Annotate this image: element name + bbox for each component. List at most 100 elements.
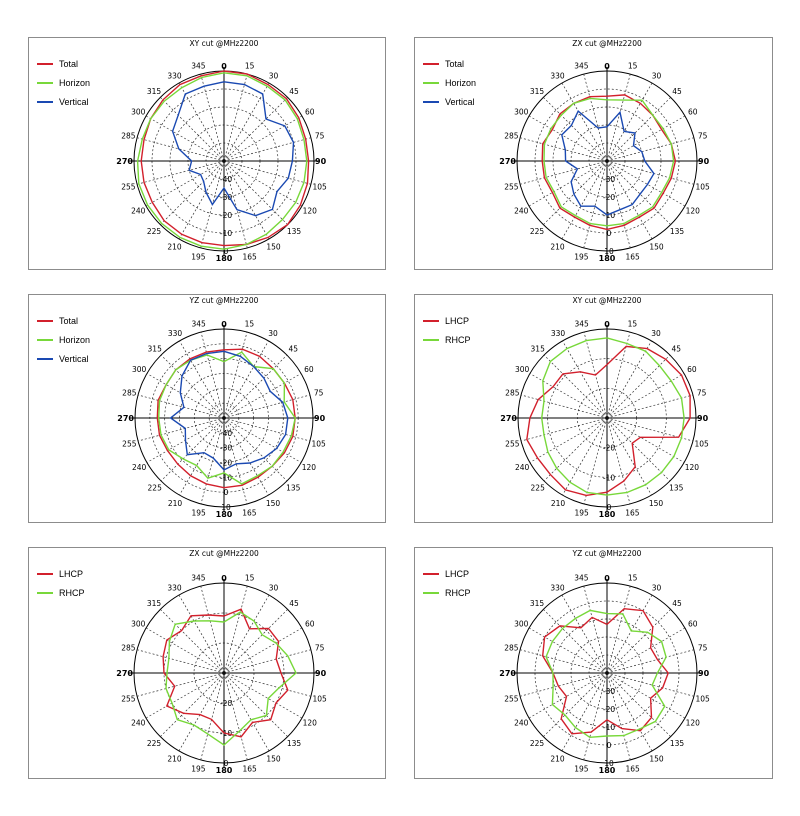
grid-spoke	[583, 73, 608, 162]
angle-label: 0	[604, 62, 610, 71]
grid-spoke	[562, 340, 608, 419]
grid-spoke	[519, 649, 608, 674]
angle-label: 150	[266, 755, 281, 764]
grid-spoke	[606, 672, 671, 737]
grid-spoke	[543, 97, 608, 162]
grid-spoke	[561, 594, 608, 674]
grid-spoke	[200, 672, 225, 761]
angle-label: 345	[574, 319, 589, 328]
grid-spoke	[200, 417, 225, 505]
angle-label: 165	[242, 509, 257, 518]
angle-label: 75	[697, 389, 707, 398]
angle-label: 330	[168, 329, 183, 338]
grid-spoke	[178, 160, 225, 240]
legend-label-total: Total	[445, 59, 464, 69]
grid-spoke	[606, 82, 653, 162]
angle-label: 90	[697, 414, 709, 423]
grid-spoke	[223, 649, 312, 674]
angle-label: 75	[315, 643, 325, 652]
angle-label: 195	[191, 253, 206, 262]
radial-label: -10	[603, 211, 615, 220]
grid-spoke	[223, 609, 288, 674]
angle-label: 135	[669, 483, 684, 492]
grid-spoke	[543, 160, 608, 225]
radial-label: 0	[607, 503, 612, 512]
angle-label: 300	[131, 620, 146, 629]
radial-label: -40	[220, 175, 232, 184]
grid-spoke	[606, 373, 685, 419]
angle-label: 270	[499, 157, 516, 166]
radial-label: -10	[603, 723, 615, 732]
grid-spoke	[223, 82, 270, 162]
angle-label: 315	[530, 87, 545, 96]
grid-spoke	[136, 137, 225, 162]
series-line-vertical	[561, 109, 655, 216]
angle-label: 135	[670, 739, 685, 748]
grid-spoke	[543, 354, 608, 419]
angle-label: 45	[289, 345, 299, 354]
chart-title: XY cut @MHz2200	[573, 296, 642, 305]
angle-label: 210	[168, 499, 183, 508]
radial-label: -20	[603, 193, 615, 202]
grid-spoke	[223, 627, 303, 674]
series-line-rhcp	[545, 609, 667, 739]
angle-label: 210	[550, 243, 565, 252]
angle-label: 210	[167, 243, 182, 252]
angle-label: 45	[672, 599, 682, 608]
angle-label: 165	[625, 253, 640, 262]
angle-label: 90	[314, 414, 326, 423]
angle-label: 330	[550, 71, 565, 80]
angle-label: 120	[686, 207, 701, 216]
legend-label-vertical: Vertical	[59, 97, 89, 107]
angle-label: 0	[221, 574, 227, 583]
legend-label-lhcp: LHCP	[445, 569, 469, 579]
grid-spoke	[583, 585, 608, 674]
angle-label: 120	[685, 463, 700, 472]
chart-title: XY cut @MHz2200	[190, 39, 259, 48]
angle-label: 195	[191, 765, 206, 774]
angle-label: 135	[287, 227, 302, 236]
angle-label: 285	[122, 389, 137, 398]
angle-label: 45	[289, 87, 299, 96]
grid-spoke	[583, 672, 608, 761]
angle-label: 15	[628, 61, 638, 70]
legend-label-lhcp: LHCP	[59, 569, 83, 579]
angle-label: 180	[216, 254, 233, 263]
angle-label: 105	[312, 183, 327, 192]
angle-label: 15	[245, 319, 255, 328]
grid-spoke	[543, 417, 608, 482]
series-line-horizon	[543, 97, 675, 227]
angle-label: 240	[515, 463, 530, 472]
grid-spoke	[160, 354, 225, 419]
series-line-vertical	[171, 81, 295, 217]
grid-spoke	[200, 585, 225, 674]
angle-label: 240	[514, 207, 529, 216]
radial-label: 0	[224, 759, 229, 768]
grid-spoke	[179, 340, 225, 419]
polar-chart: XY cut @MHz2200 0 15 30 45 60 75 90 105 120 135 150…	[37, 39, 327, 263]
radial-label: 0	[224, 247, 229, 256]
angle-label: 135	[287, 739, 302, 748]
angle-label: 15	[628, 573, 638, 582]
angle-label: 150	[649, 499, 664, 508]
grid-spoke	[160, 97, 225, 162]
angle-label: 285	[504, 131, 519, 140]
angle-label: 105	[311, 439, 326, 448]
polar-panel-xy-polarization: XY cut @MHz2200 0 15 30 45 60 75 90 105 120 135 150…	[414, 294, 773, 523]
angle-label: 285	[505, 389, 520, 398]
grid-spoke	[200, 331, 225, 419]
angle-label: 120	[686, 719, 701, 728]
angle-label: 0	[221, 320, 227, 329]
angle-label: 90	[698, 157, 710, 166]
chart-title: ZX cut @MHz2200	[572, 39, 642, 48]
radial-label: -10	[220, 473, 232, 482]
angle-label: 255	[122, 439, 137, 448]
angle-label: 30	[651, 329, 661, 338]
angle-label: 300	[514, 620, 529, 629]
radial-label: 0	[607, 741, 612, 750]
radial-label: -20	[220, 459, 232, 468]
angle-label: 60	[305, 620, 315, 629]
angle-label: 330	[550, 583, 565, 592]
grid-spoke	[606, 160, 686, 207]
angle-label: 60	[305, 108, 315, 117]
